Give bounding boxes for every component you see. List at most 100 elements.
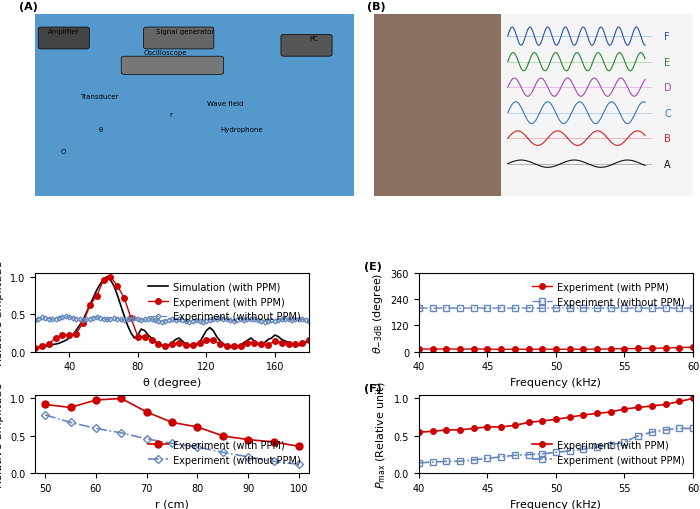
Experiment (with PPM) [58,332,66,338]
Experiment (without PPM) [566,448,574,454]
Experiment (with PPM) [675,399,683,405]
Experiment (with PPM) [51,335,60,342]
Experiment (without PPM) [593,444,601,450]
Experiment (without PPM) [483,305,491,312]
Experiment (with PPM) [277,340,286,346]
Experiment (without PPM) [524,451,533,458]
Experiment (without PPM) [193,444,202,450]
Y-axis label: Relative amplitude: Relative amplitude [0,382,4,487]
Experiment (with PPM) [38,344,46,350]
X-axis label: θ (degree): θ (degree) [143,377,201,387]
Experiment (without PPM) [158,319,166,325]
Experiment (with PPM) [195,340,204,346]
Experiment (without PPM) [274,318,283,324]
Experiment (with PPM) [566,414,574,420]
X-axis label: r (cm): r (cm) [155,499,189,508]
Experiment (with PPM) [230,343,238,349]
Experiment (with PPM) [579,347,587,353]
Experiment (with PPM) [218,433,227,439]
Experiment (with PPM) [244,437,253,443]
Experiment (with PPM) [470,346,478,352]
Experiment (with PPM) [264,342,272,348]
Experiment (with PPM) [92,294,101,300]
Experiment (without PPM) [414,460,423,466]
Experiment (without PPM) [689,426,697,432]
Text: D: D [664,83,672,93]
Experiment (with PPM) [662,402,670,408]
Line: Experiment (with PPM): Experiment (with PPM) [416,396,696,435]
Experiment (with PPM) [456,346,464,352]
Experiment (with PPM) [414,429,423,435]
Experiment (without PPM) [497,454,505,460]
FancyBboxPatch shape [38,28,90,50]
Legend: Experiment (with PPM), Experiment (without PPM): Experiment (with PPM), Experiment (witho… [528,278,688,311]
Experiment (with PPM) [291,342,300,348]
Legend: Experiment (with PPM), Experiment (without PPM): Experiment (with PPM), Experiment (witho… [528,436,688,468]
Experiment (without PPM) [634,433,643,439]
Experiment (without PPM) [648,305,656,312]
Experiment (with PPM) [483,346,491,352]
Experiment (without PPM) [470,457,478,463]
Experiment (with PPM) [552,347,560,353]
Text: A: A [664,159,671,169]
Simulation (with PPM) [257,343,265,349]
Experiment (without PPM) [209,317,218,323]
Experiment (without PPM) [675,305,683,312]
Experiment (with PPM) [295,443,303,449]
Y-axis label: Relative amplitude: Relative amplitude [0,260,4,365]
Simulation (with PPM) [281,338,289,345]
Text: F: F [664,32,670,42]
Experiment (with PPM) [593,411,601,417]
Experiment (without PPM) [240,318,248,324]
Experiment (with PPM) [66,405,75,411]
Experiment (without PPM) [524,305,533,312]
Experiment (with PPM) [483,424,491,430]
Experiment (with PPM) [524,419,533,426]
Text: (B): (B) [368,2,386,12]
Bar [374,15,501,197]
Experiment (without PPM) [305,318,314,324]
Text: C: C [664,108,671,119]
Text: Wave field: Wave field [207,101,244,107]
Text: r: r [169,112,172,118]
Experiment (with PPM) [134,334,142,340]
Experiment (with PPM) [606,409,615,415]
Experiment (without PPM) [41,412,50,418]
Experiment (with PPM) [85,302,94,308]
Experiment (with PPM) [45,342,53,348]
Experiment (with PPM) [298,341,307,347]
Simulation (with PPM) [271,332,279,338]
Experiment (with PPM) [606,346,615,352]
Experiment (with PPM) [127,315,135,321]
Experiment (with PPM) [689,345,697,351]
Experiment (with PPM) [168,342,176,348]
Experiment (without PPM) [579,446,587,453]
Experiment (without PPM) [188,318,197,324]
Experiment (with PPM) [428,346,437,352]
Experiment (with PPM) [271,338,279,345]
Experiment (with PPM) [161,343,169,349]
Experiment (with PPM) [648,346,656,352]
Experiment (with PPM) [442,346,451,352]
Experiment (with PPM) [524,347,533,353]
Simulation (with PPM) [185,343,193,349]
Experiment (without PPM) [662,305,670,312]
Experiment (with PPM) [141,334,149,340]
Experiment (with PPM) [175,340,183,346]
Text: (E): (E) [364,262,382,271]
Experiment (with PPM) [99,277,108,283]
Experiment (with PPM) [648,403,656,409]
Experiment (with PPM) [538,346,547,352]
Experiment (with PPM) [510,422,519,429]
Experiment (without PPM) [606,442,615,448]
Experiment (without PPM) [510,453,519,459]
Experiment (with PPM) [223,343,231,349]
Experiment (with PPM) [117,395,125,402]
Simulation (with PPM) [103,274,111,280]
Text: θ: θ [99,127,103,133]
Experiment (with PPM) [250,340,258,346]
Experiment (without PPM) [579,305,587,312]
Experiment (without PPM) [270,459,278,465]
Experiment (without PPM) [295,461,303,467]
Legend: Simulation (with PPM), Experiment (with PPM), Experiment (without PPM): Simulation (with PPM), Experiment (with … [144,278,304,326]
